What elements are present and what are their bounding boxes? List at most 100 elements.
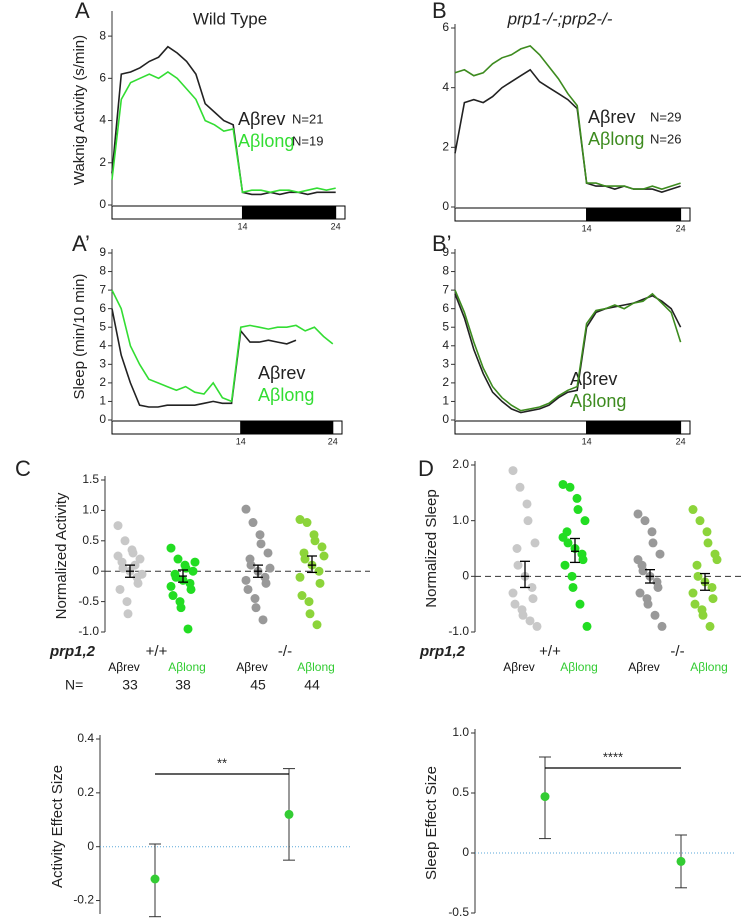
data-point (113, 551, 123, 561)
panel-label: B (432, 0, 447, 23)
data-point (638, 566, 648, 576)
data-point (708, 594, 718, 604)
data-point (166, 581, 176, 591)
data-point (302, 518, 312, 528)
data-point (241, 504, 251, 514)
data-point (295, 572, 305, 582)
y-tick-label: 0 (442, 199, 449, 213)
y-tick-label: 7 (99, 282, 106, 296)
data-point (640, 516, 650, 526)
group-label: Aβrev (628, 660, 660, 674)
data-point (653, 582, 663, 592)
y-tick-label: 7 (442, 282, 449, 296)
legend-entry: Aβrev (238, 109, 285, 129)
n-count: 38 (175, 677, 191, 693)
y-tick-label: -0.5 (78, 594, 99, 608)
light-bar (454, 207, 588, 222)
y-tick-label: 1 (442, 394, 449, 408)
dark-bar (586, 207, 682, 222)
data-point (580, 516, 590, 526)
x-tick-label: 24 (676, 223, 686, 233)
dark-bar (586, 420, 682, 435)
data-point (518, 610, 528, 620)
data-point (166, 543, 176, 553)
data-point (118, 563, 128, 573)
data-point (314, 566, 324, 576)
legend-entry: Aβlong (258, 385, 314, 405)
data-point (582, 621, 592, 631)
y-tick-label: 6 (442, 301, 449, 315)
data-point (135, 554, 145, 564)
y-tick-label: 4 (442, 80, 449, 94)
series-line (454, 293, 682, 414)
data-point (258, 615, 268, 625)
data-point (512, 544, 522, 553)
y-tick-label: -0.5 (448, 905, 469, 918)
data-point (312, 620, 322, 630)
y-tick-label: 5 (442, 319, 449, 333)
y-tick-label: 8 (99, 28, 106, 42)
data-point (515, 482, 525, 492)
data-point (522, 499, 532, 509)
y-tick-label: 8 (99, 264, 106, 278)
data-point (525, 616, 535, 626)
significance: ** (217, 755, 227, 770)
series-line (111, 71, 336, 194)
data-point (171, 572, 181, 582)
data-point (123, 609, 133, 619)
light-bar (680, 420, 691, 435)
annotation: N=21 (292, 111, 323, 126)
y-tick-label: 0.2 (77, 785, 94, 799)
y-tick-label: 4 (442, 338, 449, 352)
data-point (115, 584, 125, 594)
data-point (633, 555, 643, 565)
data-point (695, 516, 705, 526)
data-point (530, 538, 540, 548)
data-point (113, 521, 123, 531)
x-tick-label: 14 (582, 223, 592, 233)
y-axis-label: Normalized Activity (53, 492, 70, 619)
legend-entry: Aβrev (258, 363, 305, 383)
y-axis-label: Waknig Activity (s/min) (71, 35, 88, 185)
data-point (243, 584, 253, 594)
series-line (111, 308, 297, 408)
y-tick-label: 2.0 (452, 457, 469, 471)
data-point (560, 560, 570, 570)
x-tick-label: 24 (676, 436, 686, 446)
data-point (558, 479, 568, 489)
y-tick-label: 8 (442, 264, 449, 278)
y-tick-label: 0.4 (77, 731, 94, 745)
significance: **** (603, 749, 623, 764)
series-line (454, 68, 681, 193)
effect-point (284, 809, 294, 819)
data-point (300, 554, 310, 564)
data-point (128, 548, 138, 558)
y-tick-label: 6 (99, 71, 106, 85)
data-point (523, 516, 533, 526)
y-tick-label: -1.0 (448, 624, 469, 638)
data-point (705, 621, 715, 631)
light-bar (111, 205, 243, 220)
data-point (186, 584, 196, 594)
data-point (648, 538, 658, 548)
light-bar (111, 420, 242, 435)
data-point (647, 527, 657, 537)
y-tick-label: 0 (99, 197, 106, 211)
y-tick-label: 2 (442, 140, 449, 154)
y-tick-label: 0 (87, 839, 94, 853)
data-point (263, 548, 273, 558)
data-point (643, 599, 653, 609)
legend-entry: Aβrev (588, 107, 635, 127)
panel-label: C (15, 456, 31, 481)
light-bar (332, 420, 343, 435)
data-point (532, 621, 542, 631)
effect-point (540, 792, 550, 802)
effect-point (150, 874, 160, 884)
chart-title: Wild Type (193, 9, 267, 28)
group-label: Aβrev (503, 660, 535, 674)
y-tick-label: 3 (442, 357, 449, 371)
data-point (176, 603, 186, 613)
data-point (567, 571, 577, 581)
y-tick-label: 0.5 (82, 533, 99, 547)
annotation: N=26 (650, 131, 681, 146)
